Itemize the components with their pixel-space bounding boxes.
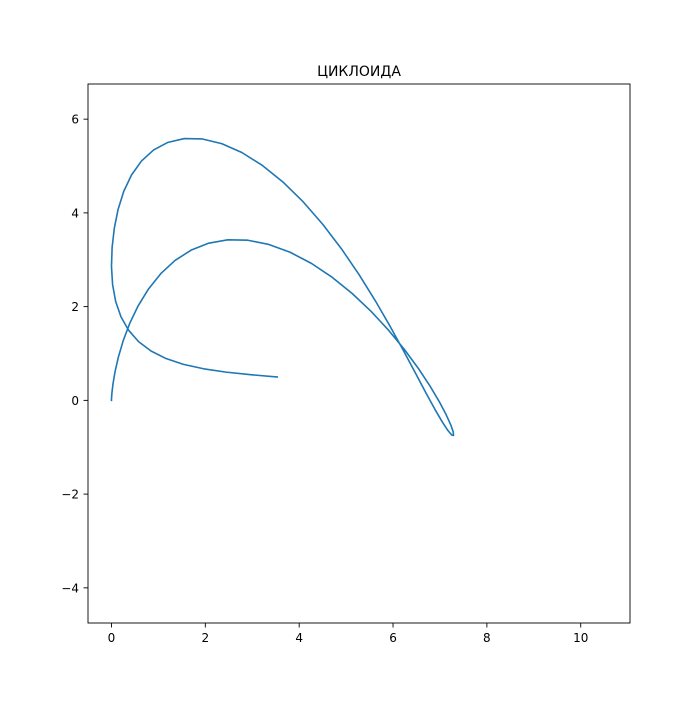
y-tick-label: −2: [61, 488, 79, 502]
y-axis-ticks: −4 −2 0 2 4 6: [61, 113, 88, 595]
x-tick-label: 4: [295, 631, 303, 645]
y-tick-label: 6: [71, 113, 79, 127]
y-tick-label: 4: [71, 206, 79, 220]
plot-area-frame: [87, 83, 631, 624]
x-tick-label: 6: [389, 631, 397, 645]
x-tick-label: 0: [108, 631, 116, 645]
x-tick-label: 2: [201, 631, 209, 645]
series-layer: [110, 137, 455, 437]
y-tick-label: −4: [61, 581, 79, 595]
x-tick-label: 8: [483, 631, 491, 645]
x-tick-label: 10: [573, 631, 588, 645]
series-line-0: [110, 137, 455, 437]
y-tick-label: 0: [71, 394, 79, 408]
y-tick-label: 2: [71, 300, 79, 314]
x-axis-ticks: 0 2 4 6 8 10: [108, 623, 588, 645]
chart-title: ЦИКЛОИДА: [317, 64, 401, 80]
